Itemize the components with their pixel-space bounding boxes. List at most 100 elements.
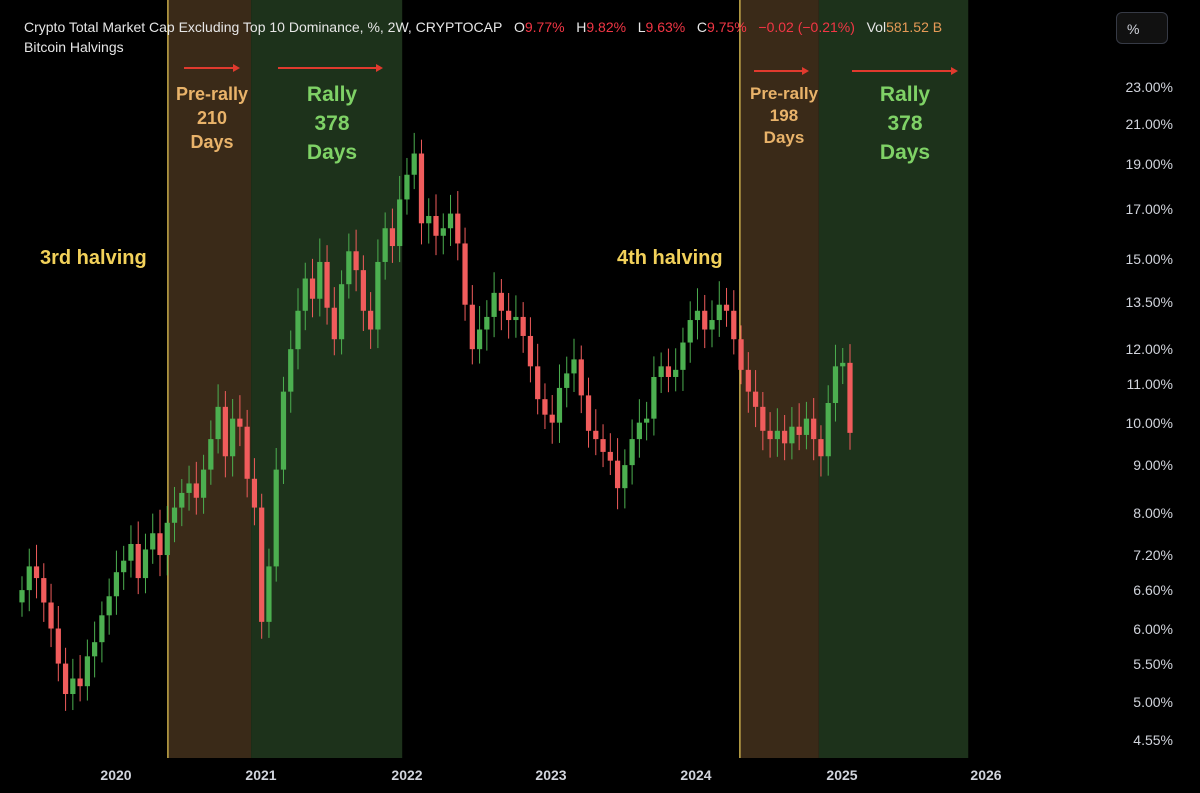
symbol-title[interactable]: Crypto Total Market Cap Excluding Top 10… (24, 19, 503, 35)
candle-body (447, 213, 454, 229)
candle-body (811, 418, 817, 440)
candle (803, 401, 810, 450)
candle-body (397, 199, 403, 247)
y-tick-label: 6.60% (1133, 582, 1173, 599)
candle-body (636, 422, 642, 440)
candle-body (665, 366, 672, 377)
volume-label: Vol (866, 19, 887, 35)
candle-body (171, 507, 178, 523)
x-tick-label: 2023 (535, 767, 567, 783)
change-value: −0.02 (−0.21%) (758, 19, 855, 35)
chart-header: Crypto Total Market Cap Excluding Top 10… (24, 19, 942, 35)
candle (157, 509, 163, 577)
candle-body (564, 373, 570, 388)
candle (353, 229, 359, 292)
candle (658, 352, 664, 394)
candle (99, 601, 105, 663)
candle (556, 364, 563, 443)
candle (208, 420, 214, 485)
candle-body (694, 310, 701, 321)
candle (767, 412, 773, 458)
candle (324, 245, 330, 325)
candle (171, 486, 178, 543)
candle-body (230, 418, 236, 457)
candle (687, 301, 693, 363)
candle (389, 208, 396, 263)
candle-body (825, 402, 831, 457)
candle-body (506, 310, 512, 321)
candle (731, 290, 737, 355)
candle (520, 302, 526, 353)
candle (55, 605, 61, 682)
candle-body (607, 451, 613, 461)
candle-body (498, 292, 504, 311)
candle-body (760, 406, 766, 431)
low-label: L (637, 19, 646, 35)
candle-body (346, 251, 352, 285)
volume-value: 581.52 B (886, 19, 943, 35)
candle (593, 409, 599, 456)
candle (200, 454, 207, 514)
indicator-label[interactable]: Bitcoin Halvings (24, 39, 124, 55)
candle (121, 545, 127, 590)
candle (26, 548, 32, 612)
candle-body (658, 366, 664, 377)
candle-body (309, 278, 316, 299)
candle-body (709, 320, 715, 330)
candle (418, 139, 425, 245)
candle-body (774, 430, 780, 440)
candle-body (585, 395, 592, 431)
candle-body (302, 278, 308, 311)
candle (186, 465, 192, 511)
candle-body (208, 439, 214, 470)
candle (745, 352, 751, 413)
candle (397, 175, 403, 263)
candle (266, 548, 272, 638)
high-label: H (576, 19, 587, 35)
candle-body (157, 533, 163, 556)
candle (19, 576, 25, 617)
percent-scale-button[interactable]: % (1116, 12, 1168, 44)
y-tick-label: 12.00% (1125, 341, 1173, 358)
candle (694, 288, 701, 340)
candle-body (738, 339, 744, 370)
candle-body (106, 596, 112, 616)
candle-body (549, 414, 555, 423)
candle-body (237, 418, 243, 427)
candle-body (745, 369, 751, 392)
overlay-layer (184, 64, 958, 75)
candle-body (142, 549, 149, 579)
candle-body (113, 572, 120, 597)
candle (644, 401, 650, 441)
candle (382, 212, 388, 280)
candle (128, 525, 134, 578)
candle (585, 377, 592, 448)
x-tick-label: 2025 (826, 767, 858, 783)
candle-body (702, 310, 708, 330)
candle (796, 403, 802, 451)
candle (484, 300, 490, 351)
candle-body (338, 284, 345, 340)
candle-body (273, 469, 279, 567)
candle (832, 344, 839, 422)
y-tick-label: 8.00% (1133, 504, 1173, 521)
candle (447, 194, 454, 246)
candle-body (135, 544, 141, 579)
candle-body (179, 492, 185, 508)
candle-body (600, 439, 606, 452)
candle (150, 513, 156, 564)
candle-body (317, 261, 323, 299)
high-value: 9.82% (586, 19, 627, 35)
candle-body (259, 507, 265, 622)
candle-body (164, 522, 170, 556)
y-tick-label: 15.00% (1125, 251, 1173, 268)
candle-body (629, 439, 635, 466)
candle-body (535, 366, 541, 400)
rally1-label: Rally 378 Days (306, 83, 358, 164)
candle-body (121, 560, 127, 573)
candles-layer (19, 132, 853, 711)
halving3-label: 3rd halving (40, 247, 147, 269)
candle-body (331, 307, 337, 340)
candle-body (99, 615, 105, 643)
